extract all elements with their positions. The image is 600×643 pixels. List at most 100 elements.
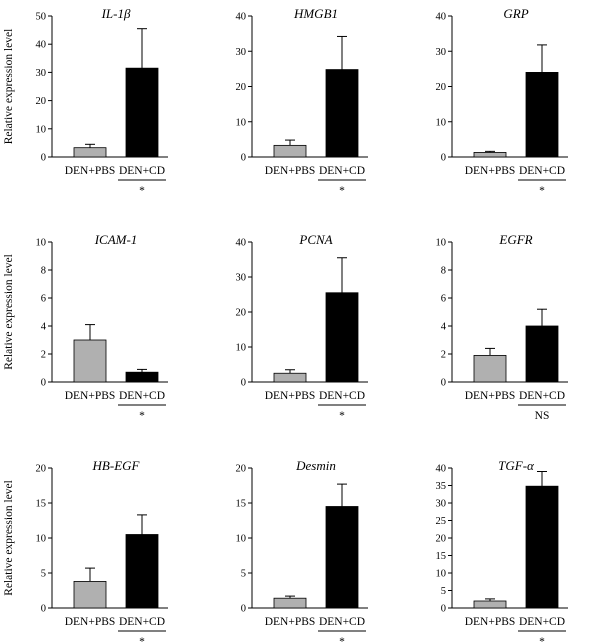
y-tick-label: 20 — [236, 464, 247, 475]
bar — [325, 506, 359, 609]
y-tick-label: 8 — [441, 266, 446, 277]
bar — [273, 372, 307, 383]
y-axis-label: Relative expression level — [3, 254, 15, 370]
category-label: DEN+CD — [319, 616, 365, 628]
y-tick-label: 0 — [241, 378, 246, 389]
bar — [325, 292, 359, 383]
bar — [525, 325, 559, 383]
category-label: DEN+CD — [319, 390, 365, 402]
y-tick-label: 0 — [241, 604, 246, 615]
y-tick-label: 35 — [436, 481, 447, 492]
bar — [273, 597, 307, 609]
y-tick-label: 0 — [441, 153, 446, 164]
y-tick-label: 0 — [441, 378, 446, 389]
y-tick-label: 0 — [41, 604, 46, 615]
category-label: DEN+PBS — [65, 390, 116, 402]
bar — [473, 600, 507, 609]
significance-marker: * — [539, 185, 545, 197]
y-tick-label: 40 — [236, 12, 247, 23]
y-tick-label: 50 — [36, 12, 47, 23]
category-label: DEN+PBS — [65, 616, 116, 628]
bar — [473, 354, 507, 383]
panel-title: EGFR — [498, 232, 532, 247]
bar — [73, 581, 107, 609]
significance-marker: * — [339, 636, 345, 643]
category-label: DEN+PBS — [465, 616, 516, 628]
y-tick-label: 4 — [41, 322, 47, 333]
category-label: DEN+CD — [519, 616, 565, 628]
category-label: DEN+PBS — [465, 390, 516, 402]
y-tick-label: 2 — [41, 350, 46, 361]
y-tick-label: 20 — [236, 82, 247, 93]
significance-marker: * — [339, 410, 345, 422]
y-tick-label: 20 — [36, 96, 47, 107]
panel-title: ICAM-1 — [94, 232, 138, 247]
panel-title: IL-1β — [101, 6, 131, 21]
bar — [325, 69, 359, 158]
significance-marker: * — [139, 636, 145, 643]
bar — [125, 67, 159, 158]
bar — [525, 485, 559, 609]
y-tick-label: 2 — [441, 350, 446, 361]
significance-marker: * — [539, 636, 545, 643]
category-label: DEN+PBS — [265, 616, 316, 628]
category-label: DEN+CD — [519, 390, 565, 402]
y-tick-label: 10 — [36, 238, 47, 249]
significance-marker: NS — [535, 410, 550, 422]
panel-title: HMGB1 — [293, 6, 338, 21]
y-tick-label: 5 — [241, 569, 246, 580]
panel-title: Desmin — [295, 458, 336, 473]
y-tick-label: 10 — [436, 569, 447, 580]
y-tick-label: 0 — [441, 604, 446, 615]
bar — [273, 144, 307, 158]
category-label: DEN+PBS — [265, 390, 316, 402]
y-tick-label: 40 — [436, 464, 447, 475]
bar — [525, 72, 559, 158]
y-tick-label: 0 — [241, 153, 246, 164]
significance-marker: * — [339, 185, 345, 197]
bar — [73, 339, 107, 383]
category-label: DEN+CD — [119, 165, 165, 177]
bar — [473, 152, 507, 158]
bar — [125, 371, 159, 383]
category-label: DEN+PBS — [65, 165, 116, 177]
category-label: DEN+CD — [119, 616, 165, 628]
y-tick-label: 40 — [236, 238, 247, 249]
y-tick-label: 15 — [236, 499, 247, 510]
y-tick-label: 20 — [36, 464, 47, 475]
category-label: DEN+CD — [519, 165, 565, 177]
y-tick-label: 10 — [436, 117, 447, 128]
y-tick-label: 40 — [436, 12, 447, 23]
y-tick-label: 6 — [441, 294, 446, 305]
y-tick-label: 30 — [436, 499, 447, 510]
category-label: DEN+CD — [319, 165, 365, 177]
panel-title: HB-EGF — [92, 458, 141, 473]
bar — [73, 147, 107, 158]
panel-title: GRP — [503, 6, 528, 21]
y-tick-label: 6 — [41, 294, 46, 305]
y-tick-label: 15 — [436, 551, 447, 562]
y-axis-label: Relative expression level — [3, 29, 15, 145]
y-tick-label: 5 — [41, 569, 46, 580]
bar — [125, 534, 159, 609]
y-tick-label: 30 — [36, 68, 47, 79]
y-tick-label: 25 — [436, 516, 447, 527]
y-tick-label: 10 — [436, 238, 447, 249]
y-tick-label: 0 — [41, 153, 46, 164]
y-tick-label: 10 — [236, 117, 247, 128]
y-tick-label: 30 — [236, 47, 247, 58]
y-tick-label: 10 — [236, 343, 247, 354]
y-tick-label: 10 — [36, 534, 47, 545]
category-label: DEN+PBS — [265, 165, 316, 177]
y-axis-label: Relative expression level — [3, 480, 15, 596]
y-tick-label: 5 — [441, 586, 446, 597]
y-tick-label: 15 — [36, 499, 47, 510]
y-tick-label: 40 — [36, 40, 47, 51]
y-tick-label: 10 — [236, 534, 247, 545]
y-tick-label: 0 — [41, 378, 46, 389]
y-tick-label: 30 — [436, 47, 447, 58]
y-tick-label: 30 — [236, 273, 247, 284]
category-label: DEN+PBS — [465, 165, 516, 177]
y-tick-label: 4 — [441, 322, 447, 333]
panel-title: TGF-α — [498, 458, 535, 473]
